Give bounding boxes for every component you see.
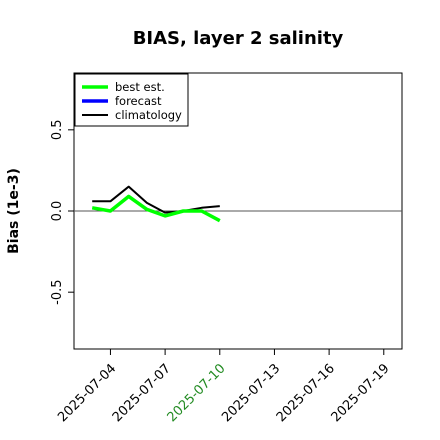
legend-label: climatology xyxy=(115,108,182,122)
y-axis-label: Bias (1e-3) xyxy=(6,168,22,254)
y-tick-label: 0.5 xyxy=(50,119,65,140)
y-tick-label: -0.5 xyxy=(50,279,65,304)
series-line-best-est xyxy=(91,194,221,223)
series-line-climatology xyxy=(92,185,220,214)
legend-label: forecast xyxy=(115,94,162,108)
chart-marks: -0.50.00.52025-07-042025-07-072025-07-10… xyxy=(50,119,402,425)
x-tick-label: 2025-07-19 xyxy=(329,361,393,425)
legend-label: best est. xyxy=(115,80,165,94)
chart-title: BIAS, layer 2 salinity xyxy=(133,28,344,49)
y-tick-label: 0.0 xyxy=(50,201,65,222)
